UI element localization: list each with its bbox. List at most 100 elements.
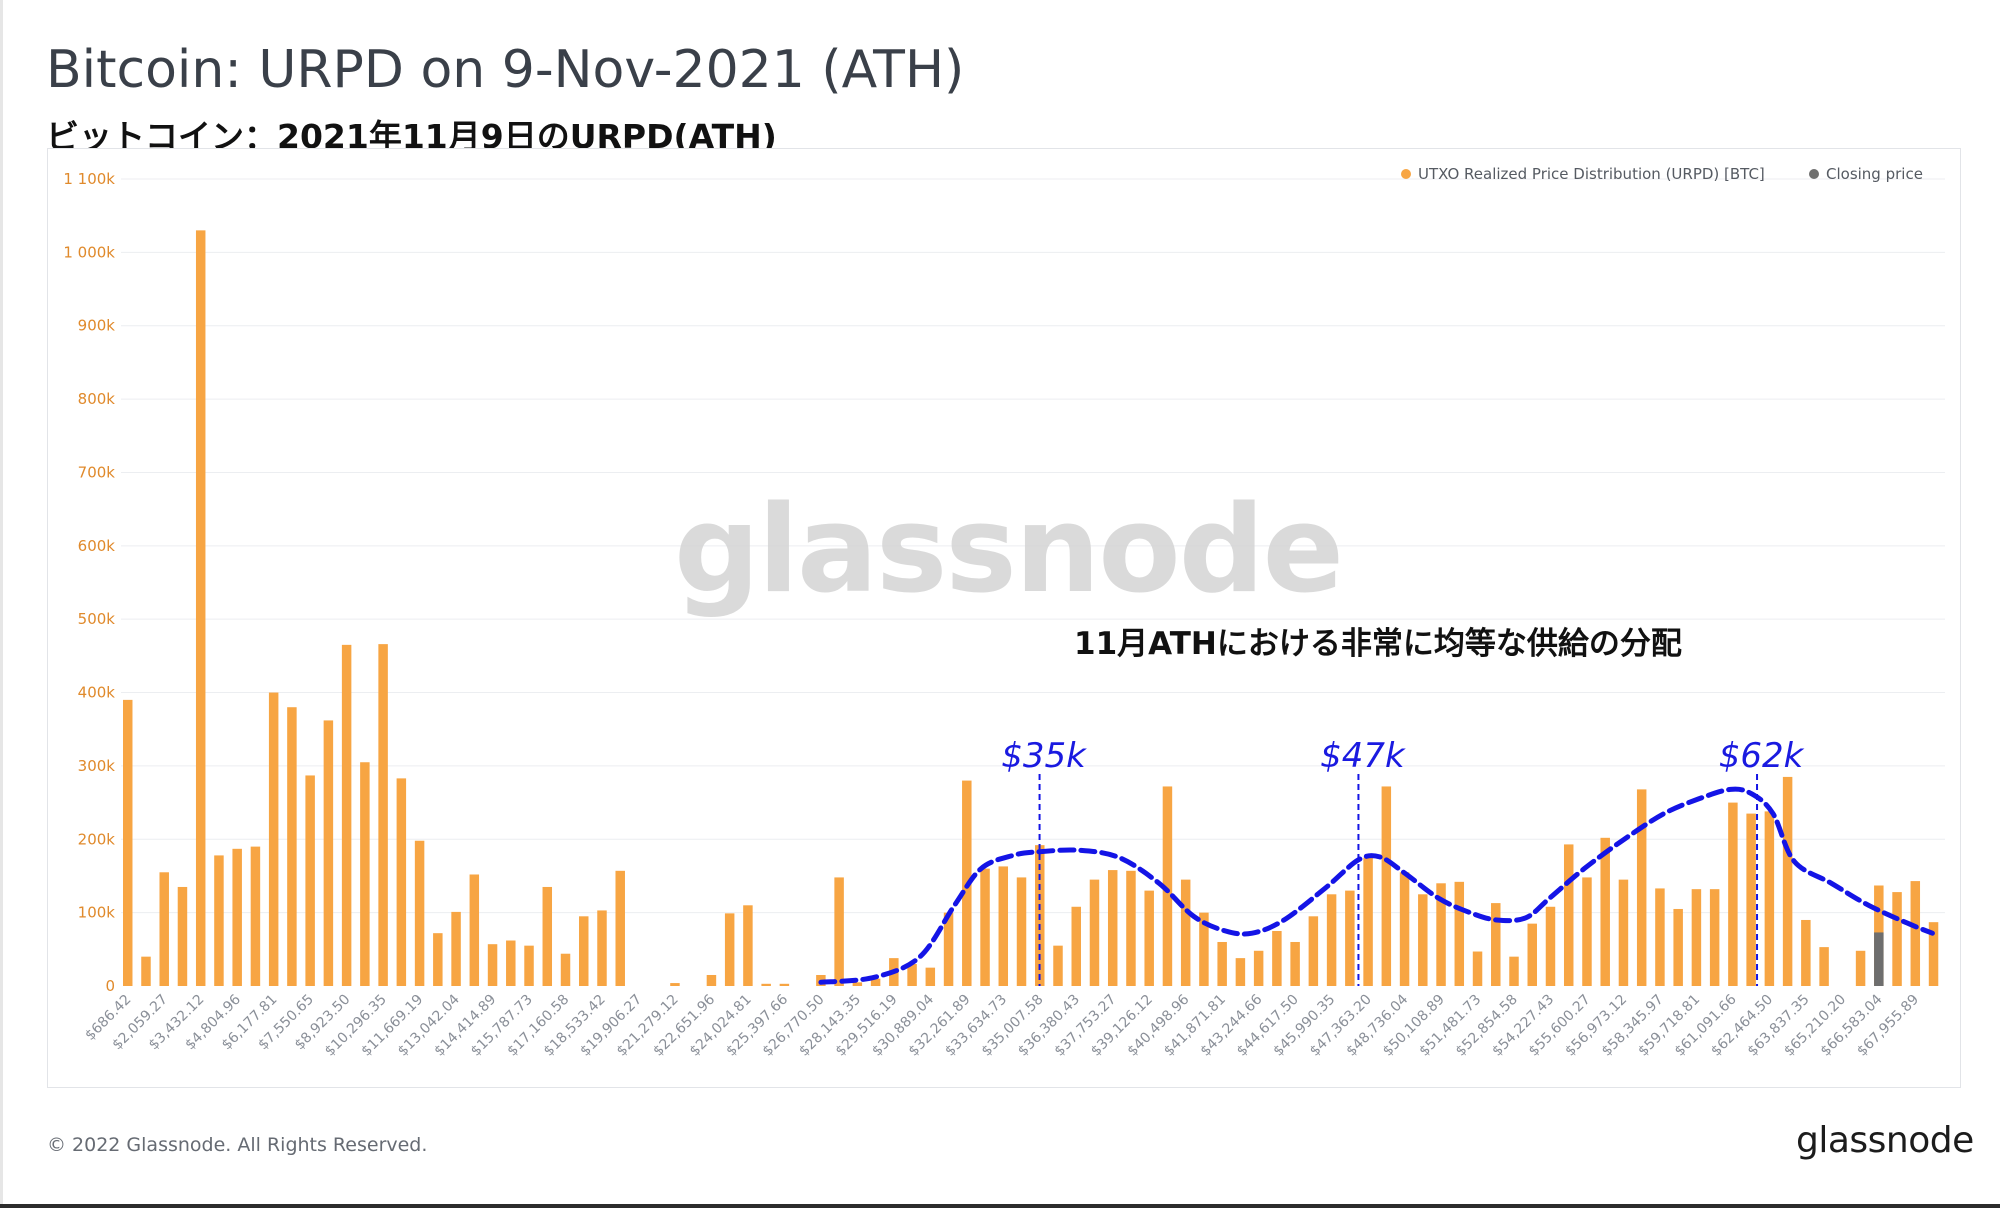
urpd-bar <box>1418 894 1428 986</box>
urpd-bar <box>1053 945 1063 986</box>
urpd-bar <box>396 778 407 986</box>
urpd-bar <box>141 956 151 986</box>
urpd-bar <box>1819 947 1829 986</box>
annotation-label: $47k <box>1320 736 1406 776</box>
urpd-bar <box>1728 802 1738 986</box>
urpd-bar <box>268 692 279 986</box>
y-tick-label: 1 000k <box>63 243 115 261</box>
urpd-bar <box>414 840 425 986</box>
urpd-bar <box>1582 877 1592 986</box>
urpd-bar <box>1655 888 1665 986</box>
legend-label-urpd: UTXO Realized Price Distribution (URPD) … <box>1418 165 1765 183</box>
y-tick-label: 300k <box>78 757 116 775</box>
urpd-bar <box>1600 837 1610 986</box>
window-left-edge <box>0 0 3 1208</box>
y-tick-label: 500k <box>78 610 116 628</box>
urpd-bar <box>1217 941 1227 986</box>
urpd-bar <box>1326 894 1337 986</box>
urpd-bar <box>1235 958 1246 986</box>
page-title: Bitcoin: URPD on 9-Nov-2021 (ATH) <box>46 40 965 100</box>
urpd-bar <box>1618 879 1629 986</box>
legend-dot-closing <box>1809 169 1819 179</box>
urpd-bar <box>1764 811 1775 986</box>
urpd-bar <box>1253 950 1264 986</box>
urpd-bar <box>1290 941 1300 986</box>
y-tick-label: 600k <box>78 537 116 555</box>
urpd-bar <box>1527 923 1537 986</box>
urpd-bar <box>925 967 936 986</box>
urpd-bar <box>1199 912 1209 986</box>
urpd-bar <box>998 866 1009 986</box>
urpd-bar <box>1308 916 1319 986</box>
watermark: glassnode <box>674 481 1342 620</box>
urpd-bar <box>433 933 443 986</box>
urpd-bar <box>1180 879 1191 986</box>
urpd-bar <box>1345 890 1355 986</box>
urpd-bar <box>1545 906 1556 986</box>
y-tick-label: 900k <box>78 317 116 335</box>
copyright-text: © 2022 Glassnode. All Rights Reserved. <box>47 1134 428 1156</box>
urpd-bar <box>1454 881 1465 986</box>
annotation-label: $62k <box>1719 736 1805 776</box>
urpd-bar <box>469 874 480 986</box>
urpd-bar <box>451 911 461 986</box>
urpd-bar <box>305 775 315 986</box>
y-tick-label: 100k <box>78 904 116 922</box>
urpd-bar <box>1855 950 1866 986</box>
urpd-bar <box>761 983 771 986</box>
urpd-bar <box>177 886 188 986</box>
glassnode-logo: glassnode <box>1796 1120 1974 1161</box>
urpd-bar <box>852 982 863 986</box>
urpd-bar <box>341 644 352 986</box>
urpd-bar <box>195 230 206 986</box>
urpd-bar <box>1491 903 1501 986</box>
urpd-bar <box>1673 908 1683 986</box>
urpd-bar <box>1016 877 1027 986</box>
urpd-bar <box>579 916 589 986</box>
urpd-bar <box>743 905 753 986</box>
window-bottom-edge <box>0 1204 2000 1208</box>
urpd-bar <box>214 855 224 986</box>
urpd-bar <box>1910 881 1921 986</box>
urpd-bar <box>1107 870 1118 986</box>
urpd-bar <box>670 983 680 986</box>
urpd-bar <box>779 983 790 986</box>
urpd-bar <box>524 945 534 986</box>
y-tick-label: 700k <box>78 463 116 481</box>
urpd-bar <box>1126 870 1136 986</box>
urpd-bar <box>1636 789 1647 986</box>
urpd-bar <box>1381 786 1392 986</box>
urpd-bar <box>1746 813 1756 986</box>
urpd-bar <box>360 762 370 986</box>
urpd-bar <box>943 912 954 986</box>
legend-dot-urpd <box>1401 169 1411 179</box>
urpd-bar <box>615 870 625 986</box>
urpd-bar <box>1801 919 1811 986</box>
urpd-bar <box>250 846 261 986</box>
legend-label-closing: Closing price <box>1826 165 1923 183</box>
urpd-bar <box>1691 889 1702 986</box>
urpd-bar <box>378 644 388 986</box>
urpd-bar <box>706 974 717 986</box>
urpd-bar <box>1892 892 1902 986</box>
urpd-bar <box>834 877 844 986</box>
urpd-bar <box>287 707 297 986</box>
urpd-bar <box>1563 844 1574 986</box>
urpd-bar <box>506 940 516 986</box>
urpd-bar <box>1162 786 1173 986</box>
callout-text: 11月ATHにおける非常に均等な供給の分配 <box>1074 626 1682 662</box>
y-tick-label: 1 100k <box>63 170 115 188</box>
urpd-chart: 0 100k 200k 300k 400k 500k 600k 700k 800k 900k 1 0… <box>63 165 1945 1060</box>
y-tick-label: 200k <box>78 830 116 848</box>
urpd-bar <box>724 913 735 986</box>
urpd-bar <box>1782 776 1793 986</box>
y-tick-label: 800k <box>78 390 116 408</box>
urpd-bar <box>1399 872 1410 986</box>
urpd-bar <box>159 872 169 986</box>
urpd-bar <box>1509 956 1519 986</box>
urpd-bar <box>232 848 242 986</box>
urpd-bar <box>1071 906 1081 986</box>
urpd-bar <box>1089 879 1100 986</box>
urpd-bar <box>123 699 133 986</box>
urpd-bar <box>560 953 571 986</box>
